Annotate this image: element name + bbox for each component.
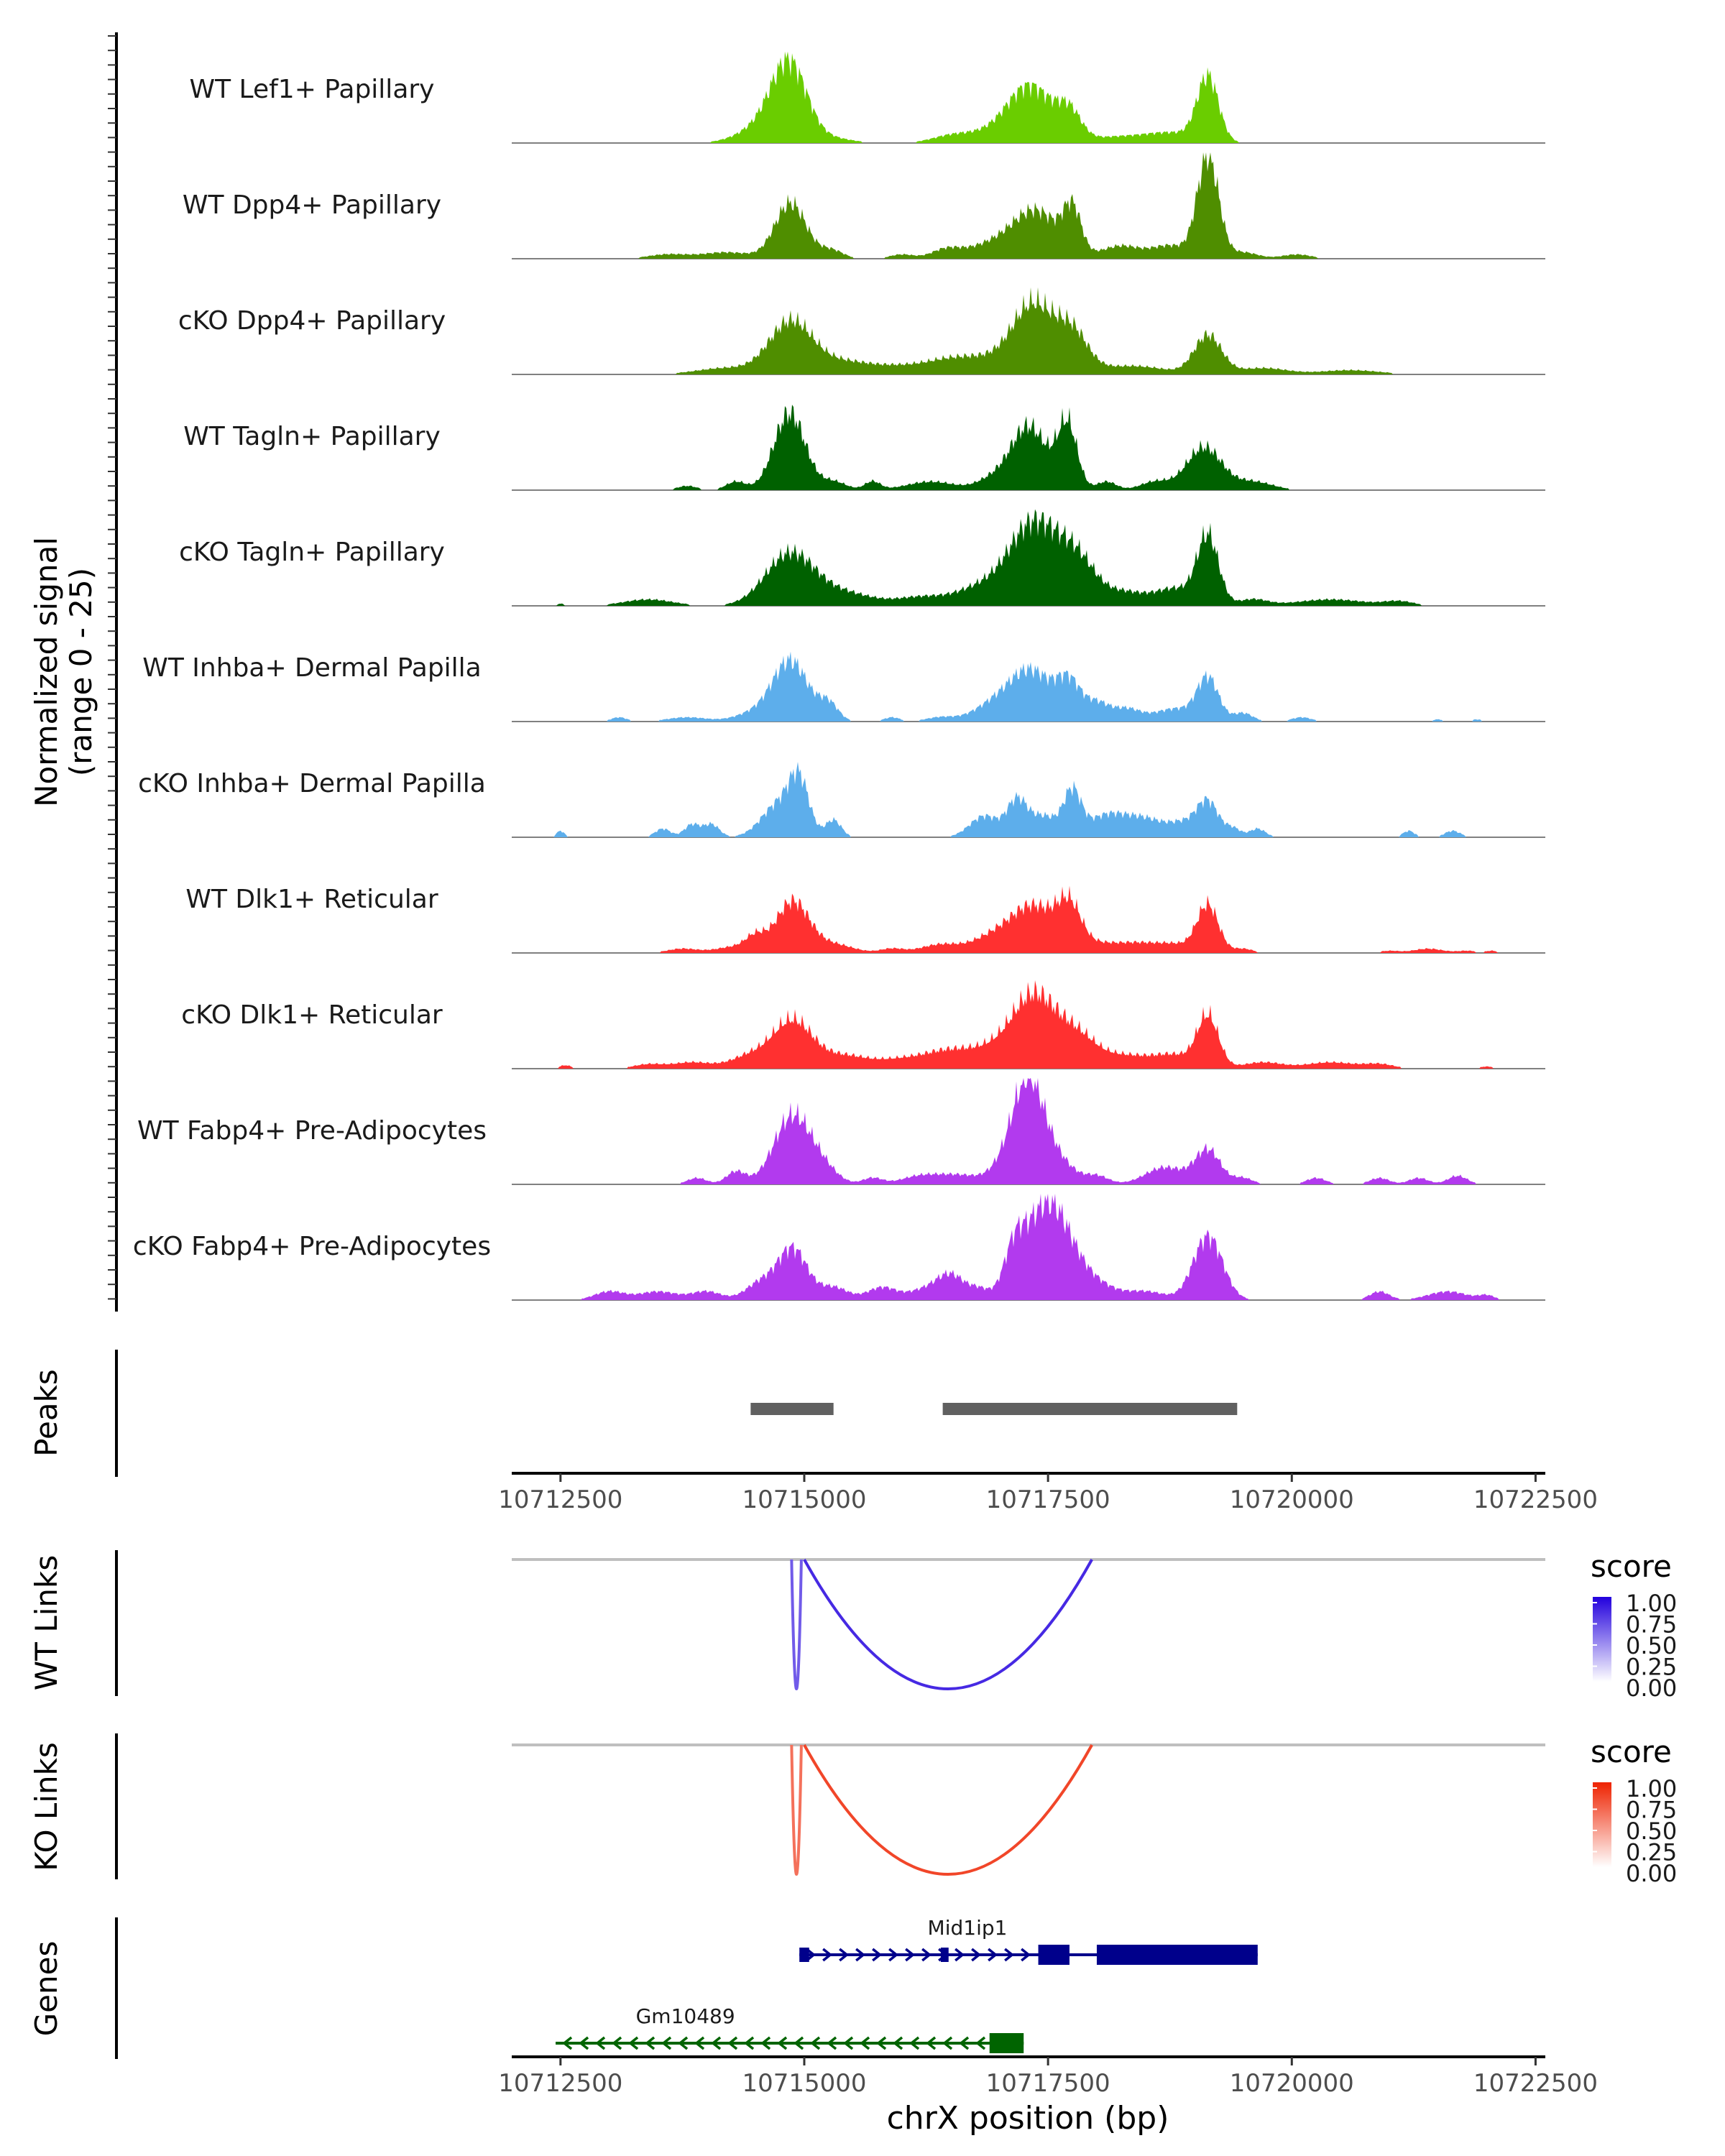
x-tick-label: 10715000 — [742, 1485, 866, 1514]
exon — [799, 1948, 809, 1962]
peak-range — [750, 1403, 833, 1415]
x-tick-label: 10720000 — [1230, 1485, 1354, 1514]
wt-legend-title: score — [1591, 1549, 1672, 1584]
x-tick-label: 10712500 — [498, 1485, 622, 1514]
signal-area — [512, 652, 1545, 722]
ko-legend-colorbar — [1593, 1782, 1611, 1867]
track-wt-dlk1-reticular: WT Dlk1+ Reticular — [185, 885, 1545, 953]
gene-name: Mid1ip1 — [928, 1916, 1008, 1940]
wt-score-legend: score 1.000.750.500.250.00 — [1591, 1549, 1677, 1702]
signal-area — [512, 405, 1545, 490]
track-cko-dpp4-papillary: cKO Dpp4+ Papillary — [178, 287, 1545, 374]
legend-tick-label: 0.00 — [1626, 1860, 1677, 1887]
track-wt-inhba-dermal-papilla: WT Inhba+ Dermal Papilla — [142, 652, 1545, 722]
legend-tick-label: 0.00 — [1626, 1674, 1677, 1702]
coverage-plot: Normalized signal (range 0 - 25) WT Lef1… — [0, 0, 1725, 2156]
signal-area — [512, 886, 1545, 954]
track-cko-inhba-dermal-papilla: cKO Inhba+ Dermal Papilla — [138, 762, 1545, 837]
signal-area — [512, 152, 1545, 259]
coverage-y-label-range: (range 0 - 25) — [63, 568, 98, 776]
signal-area — [512, 1194, 1545, 1300]
wt-links — [791, 1560, 1092, 1689]
track-label: WT Dpp4+ Papillary — [183, 190, 441, 220]
x-tick-label: 10722500 — [1473, 1485, 1598, 1514]
track-label: cKO Tagln+ Papillary — [179, 538, 445, 567]
track-label: WT Lef1+ Papillary — [190, 75, 435, 104]
track-cko-fabp4-pre-adipocytes: cKO Fabp4+ Pre-Adipocytes — [133, 1194, 1545, 1300]
link-arc — [791, 1745, 801, 1874]
track-label: cKO Inhba+ Dermal Papilla — [138, 769, 486, 798]
gene-mid1ip1: Mid1ip1 — [799, 1916, 1258, 1965]
link-arc — [791, 1560, 801, 1689]
x-axis-title: chrX position (bp) — [887, 2100, 1169, 2137]
exon — [1039, 1945, 1070, 1965]
track-label: cKO Dlk1+ Reticular — [181, 1000, 443, 1030]
exon — [941, 1948, 949, 1962]
track-cko-dlk1-reticular: cKO Dlk1+ Reticular — [181, 980, 1545, 1069]
signal-area — [512, 1078, 1545, 1184]
track-label: cKO Dpp4+ Papillary — [178, 306, 446, 336]
track-label: WT Inhba+ Dermal Papilla — [142, 653, 481, 683]
peak-range — [943, 1403, 1238, 1415]
ko-legend-title: score — [1591, 1734, 1672, 1769]
track-wt-dpp4-papillary: WT Dpp4+ Papillary — [183, 152, 1545, 259]
link-arc — [804, 1745, 1092, 1874]
signal-area — [512, 287, 1545, 374]
x-tick-label: 10715000 — [742, 2069, 866, 2098]
gene-gm10489: Gm10489 — [556, 2004, 1024, 2053]
track-wt-lef1-papillary: WT Lef1+ Papillary — [190, 52, 1545, 143]
track-wt-tagln-papillary: WT Tagln+ Papillary — [183, 405, 1545, 490]
x-tick-label: 10720000 — [1230, 2069, 1354, 2098]
link-arc — [804, 1560, 1092, 1689]
track-label: WT Dlk1+ Reticular — [185, 885, 438, 914]
x-tick-label: 10712500 — [498, 2069, 622, 2098]
gene-name: Gm10489 — [636, 2004, 735, 2028]
coverage-tracks: WT Lef1+ Papillary WT Dpp4+ Papillary cKO … — [133, 52, 1545, 1300]
track-label: cKO Fabp4+ Pre-Adipocytes — [133, 1232, 491, 1261]
signal-area — [512, 762, 1545, 837]
signal-area — [512, 52, 1545, 143]
position-axis-top: 10712500 10715000 10717500 10720000 10722500 — [498, 1473, 1598, 1514]
track-label: WT Tagln+ Papillary — [183, 422, 441, 451]
track-label: WT Fabp4+ Pre-Adipocytes — [137, 1116, 487, 1146]
exon — [990, 2033, 1024, 2053]
x-tick-label: 10717500 — [986, 1485, 1110, 1514]
gene-models: Mid1ip1 Gm10489 — [556, 1916, 1258, 2053]
ko-links — [791, 1745, 1092, 1874]
genes-label: Genes — [29, 1941, 64, 2037]
signal-area — [512, 980, 1545, 1069]
x-tick-label: 10717500 — [986, 2069, 1110, 2098]
ko-links-label: KO Links — [29, 1742, 64, 1871]
ko-score-legend: score 1.000.750.500.250.00 — [1591, 1734, 1677, 1887]
coverage-y-label: Normalized signal — [29, 537, 64, 807]
track-wt-fabp4-pre-adipocytes: WT Fabp4+ Pre-Adipocytes — [137, 1078, 1545, 1184]
peak-ranges — [750, 1403, 1237, 1415]
signal-area — [512, 510, 1545, 606]
wt-links-label: WT Links — [29, 1555, 64, 1690]
position-axis-bottom: 10712500 10715000 10717500 10720000 10722500 — [498, 2057, 1598, 2098]
exon — [1097, 1945, 1258, 1965]
wt-legend-colorbar — [1593, 1597, 1611, 1682]
track-cko-tagln-papillary: cKO Tagln+ Papillary — [179, 510, 1545, 606]
x-tick-label: 10722500 — [1473, 2069, 1598, 2098]
peaks-label: Peaks — [29, 1369, 64, 1457]
